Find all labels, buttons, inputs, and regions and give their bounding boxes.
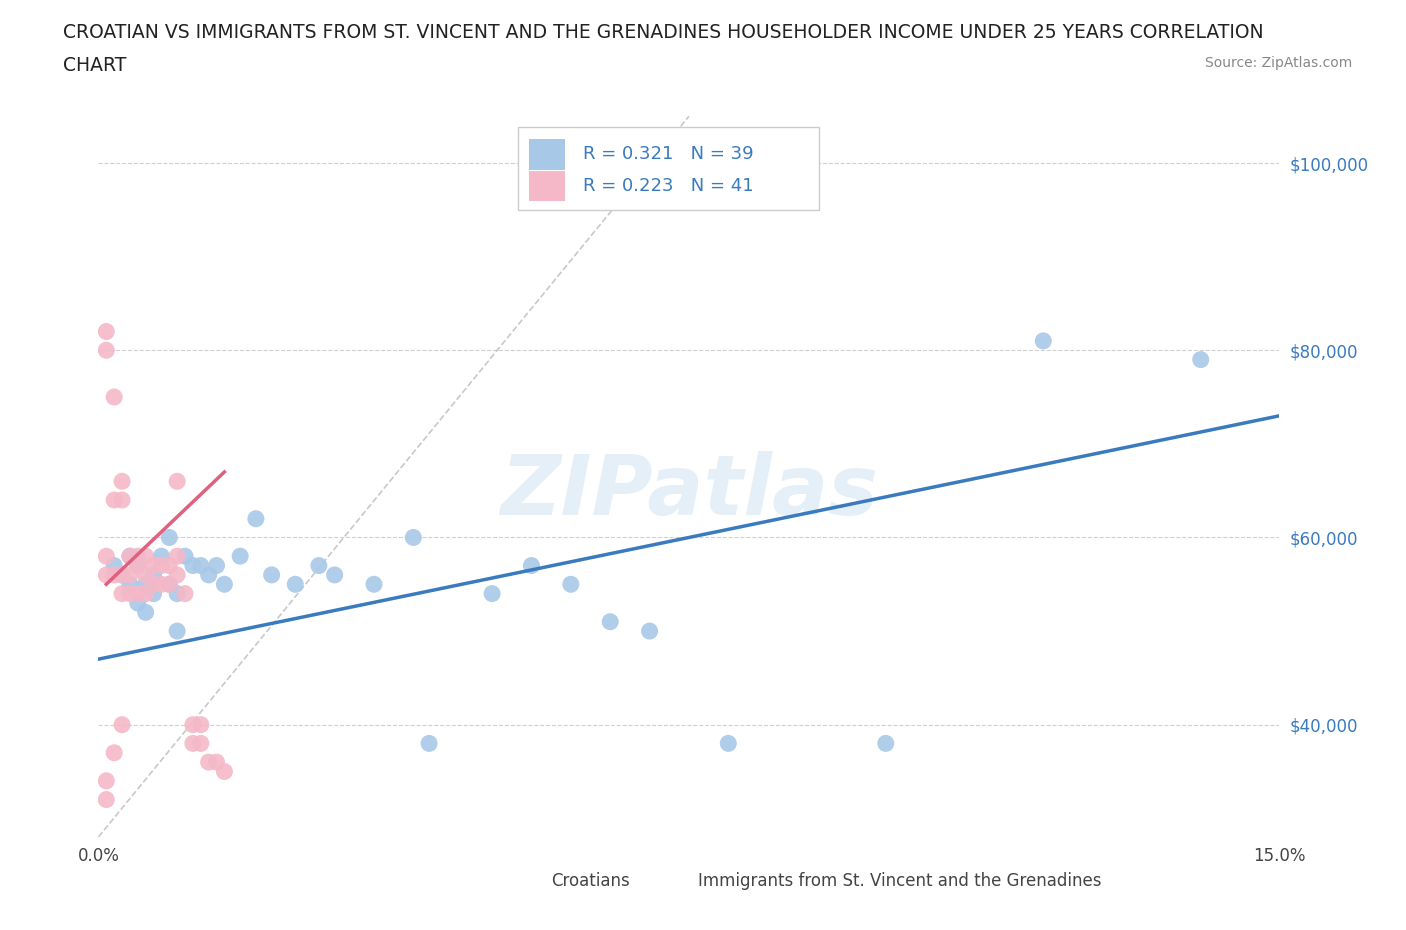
Point <box>118 577 141 591</box>
Point <box>96 792 118 807</box>
Point <box>181 717 204 732</box>
Point <box>103 558 125 573</box>
Point <box>111 567 134 582</box>
Text: R = 0.321   N = 39: R = 0.321 N = 39 <box>582 145 754 164</box>
Point <box>214 764 236 779</box>
Point <box>135 577 157 591</box>
Point <box>96 774 118 789</box>
Point <box>103 567 125 582</box>
Point <box>157 577 180 591</box>
Point <box>157 530 180 545</box>
Point <box>181 736 204 751</box>
Point <box>190 717 212 732</box>
Point <box>127 549 149 564</box>
Point <box>135 586 157 601</box>
Point <box>284 577 307 591</box>
Point <box>118 549 141 564</box>
Point <box>166 549 188 564</box>
Point <box>103 745 125 760</box>
Point <box>127 558 149 573</box>
Point <box>190 558 212 573</box>
Point <box>157 558 180 573</box>
Text: R = 0.223   N = 41: R = 0.223 N = 41 <box>582 177 754 195</box>
FancyBboxPatch shape <box>517 870 544 892</box>
Point <box>520 558 543 573</box>
Point <box>205 558 228 573</box>
Point <box>127 558 149 573</box>
Point <box>135 567 157 582</box>
Point <box>103 493 125 508</box>
Point <box>214 577 236 591</box>
Point <box>308 558 330 573</box>
Point <box>1032 334 1054 349</box>
Point <box>96 567 118 582</box>
Text: CHART: CHART <box>63 56 127 74</box>
Point <box>142 586 165 601</box>
Point <box>166 624 188 639</box>
FancyBboxPatch shape <box>517 127 818 210</box>
Point <box>127 586 149 601</box>
Point <box>229 549 252 564</box>
Point <box>142 567 165 582</box>
FancyBboxPatch shape <box>530 171 565 201</box>
Point <box>157 577 180 591</box>
Point <box>323 567 346 582</box>
Point <box>190 736 212 751</box>
Point <box>363 577 385 591</box>
Text: Source: ZipAtlas.com: Source: ZipAtlas.com <box>1205 56 1353 70</box>
Point <box>197 754 219 769</box>
Point <box>111 567 134 582</box>
Point <box>111 493 134 508</box>
Point <box>245 512 267 526</box>
Point <box>260 567 283 582</box>
Point <box>418 736 440 751</box>
Point <box>560 577 582 591</box>
Point <box>118 567 141 582</box>
Point <box>150 577 173 591</box>
Point <box>111 717 134 732</box>
Point <box>118 586 141 601</box>
Point <box>118 549 141 564</box>
Point <box>142 558 165 573</box>
Point <box>111 586 134 601</box>
Point <box>205 754 228 769</box>
Point <box>111 474 134 489</box>
Point <box>638 624 661 639</box>
Text: Croatians: Croatians <box>551 872 630 890</box>
Point <box>181 558 204 573</box>
Point <box>142 577 165 591</box>
Point <box>174 586 197 601</box>
Point <box>174 549 197 564</box>
FancyBboxPatch shape <box>530 140 565 169</box>
Point <box>875 736 897 751</box>
Point <box>135 549 157 564</box>
Point <box>96 324 118 339</box>
Point <box>599 615 621 630</box>
Point <box>402 530 425 545</box>
Point <box>166 567 188 582</box>
Text: CROATIAN VS IMMIGRANTS FROM ST. VINCENT AND THE GRENADINES HOUSEHOLDER INCOME UN: CROATIAN VS IMMIGRANTS FROM ST. VINCENT … <box>63 23 1264 42</box>
Text: Immigrants from St. Vincent and the Grenadines: Immigrants from St. Vincent and the Gren… <box>699 872 1102 890</box>
Point <box>150 549 173 564</box>
Point <box>103 390 125 405</box>
Point <box>166 586 188 601</box>
Point <box>481 586 503 601</box>
Point <box>127 595 149 610</box>
Point <box>135 604 157 619</box>
Point <box>96 343 118 358</box>
Point <box>717 736 740 751</box>
Point <box>166 474 188 489</box>
Point <box>197 567 219 582</box>
Point <box>1189 352 1212 367</box>
Point <box>96 549 118 564</box>
Point <box>150 558 173 573</box>
FancyBboxPatch shape <box>665 870 692 892</box>
Text: ZIPatlas: ZIPatlas <box>501 450 877 532</box>
